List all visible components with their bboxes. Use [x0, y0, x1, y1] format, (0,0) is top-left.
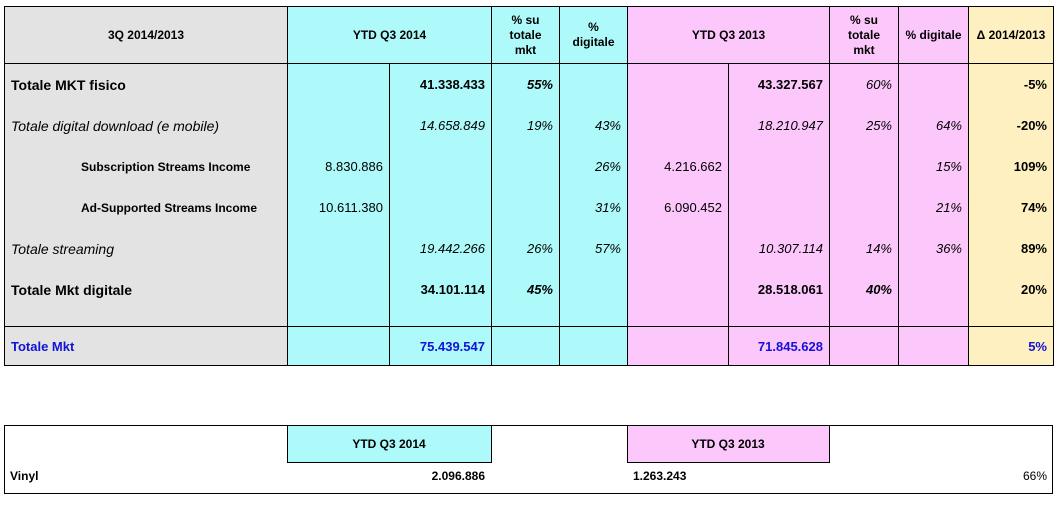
cell-sub-2013: [627, 228, 729, 269]
header-ytd-2013: YTD Q3 2013: [627, 6, 830, 64]
table-row: Totale streaming 19.442.266 26% 57% 10.3…: [4, 228, 1054, 269]
row-label: Totale MKT fisico: [4, 63, 288, 105]
cell-total-2014: 14.658.849: [389, 105, 492, 146]
cell-pct-digital-2013: 15%: [898, 146, 969, 187]
cell-total-2014: 19.442.266: [389, 228, 492, 269]
vinyl-header-ytd-2014: YTD Q3 2014: [286, 425, 492, 463]
vinyl-table: YTD Q3 2014 YTD Q3 2013 Vinyl 2.096.886 …: [4, 425, 1053, 485]
cell-sub-2013: 4.216.662: [627, 146, 729, 187]
cell-pct-total-2013: 14%: [829, 228, 899, 269]
cell-total-2014: [389, 146, 492, 187]
cell-sub-2013: [627, 105, 729, 146]
cell-delta: 74%: [968, 187, 1054, 228]
cell-pct-total-2014: [491, 146, 560, 187]
total-row: Totale Mkt 75.439.547 71.845.628 5%: [4, 326, 1054, 366]
vinyl-delta: 66%: [1022, 469, 1047, 483]
cell-pct-digital-2014: 57%: [559, 228, 628, 269]
cell-pct-total-2014: [491, 187, 560, 228]
table-row: Totale MKT fisico 41.338.433 55% 43.327.…: [4, 63, 1054, 105]
row-label: Totale digital download (e mobile): [4, 105, 288, 146]
total-2013: 71.845.628: [728, 326, 830, 366]
table-row: Ad-Supported Streams Income 10.611.380 3…: [4, 187, 1054, 228]
vinyl-value-2014: 2.096.886: [431, 469, 485, 483]
market-table: 3Q 2014/2013 YTD Q3 2014 % su totale mkt…: [4, 6, 1054, 366]
cell-pct-digital-2014: [559, 63, 628, 105]
cell-sub-2013: 6.090.452: [627, 187, 729, 228]
total-delta: 5%: [968, 326, 1054, 366]
header-ytd-2014: YTD Q3 2014: [287, 6, 492, 64]
cell-pct-digital-2014: 43%: [559, 105, 628, 146]
header-delta: Δ 2014/2013: [968, 6, 1054, 64]
cell-pct-digital-2013: 21%: [898, 187, 969, 228]
total-label: Totale Mkt: [4, 326, 288, 366]
cell-pct-total-2013: 25%: [829, 105, 899, 146]
cell-sub-2014: [287, 105, 390, 146]
cell-pct-digital-2013: [898, 63, 969, 105]
vinyl-header-ytd-2013: YTD Q3 2013: [626, 425, 830, 463]
cell-total-2013: 18.210.947: [728, 105, 830, 146]
cell-pct-digital-2013: 64%: [898, 105, 969, 146]
header-row: 3Q 2014/2013 YTD Q3 2014 % su totale mkt…: [4, 6, 1054, 64]
cell-delta: -20%: [968, 105, 1054, 146]
vinyl-value-2013: 1.263.243: [633, 469, 687, 483]
cell-pct-total-2014: 19%: [491, 105, 560, 146]
vinyl-label: Vinyl: [10, 469, 39, 483]
cell-pct-digital-2014: [559, 269, 628, 310]
row-label: Subscription Streams Income: [4, 146, 288, 187]
cell-delta: -5%: [968, 63, 1054, 105]
vinyl-row: Vinyl 2.096.886 1.263.243 66%: [4, 463, 1053, 486]
cell-sub-2014: [287, 63, 390, 105]
cell-pct-total-2013: 40%: [829, 269, 899, 310]
cell-sub-2014: 10.611.380: [287, 187, 390, 228]
cell-total-2013: 10.307.114: [728, 228, 830, 269]
header-pct-total-2014: % su totale mkt: [491, 6, 560, 64]
table-row: Totale digital download (e mobile) 14.65…: [4, 105, 1054, 146]
table-title: 3Q 2014/2013: [4, 6, 288, 64]
cell-total-2013: 43.327.567: [728, 63, 830, 105]
cell-pct-total-2013: 60%: [829, 63, 899, 105]
cell-pct-digital-2014: 26%: [559, 146, 628, 187]
header-pct-digital-2013: % digitale: [898, 6, 969, 64]
row-label: Totale streaming: [4, 228, 288, 269]
cell-sub-2014: [287, 228, 390, 269]
cell-delta: 109%: [968, 146, 1054, 187]
cell-pct-total-2013: [829, 146, 899, 187]
cell-pct-total-2014: 55%: [491, 63, 560, 105]
cell-pct-total-2013: [829, 187, 899, 228]
header-pct-total-2013: % su totale mkt: [829, 6, 899, 64]
cell-pct-total-2014: 45%: [491, 269, 560, 310]
cell-pct-digital-2014: 31%: [559, 187, 628, 228]
spacer-row: [4, 310, 1054, 327]
row-label: Ad-Supported Streams Income: [4, 187, 288, 228]
cell-pct-digital-2013: 36%: [898, 228, 969, 269]
table-row: Totale Mkt digitale 34.101.114 45% 28.51…: [4, 269, 1054, 310]
cell-total-2014: 34.101.114: [389, 269, 492, 310]
cell-total-2013: [728, 187, 830, 228]
cell-delta: 20%: [968, 269, 1054, 310]
cell-sub-2014: [287, 269, 390, 310]
cell-sub-2013: [627, 269, 729, 310]
row-label: Totale Mkt digitale: [4, 269, 288, 310]
cell-total-2014: 41.338.433: [389, 63, 492, 105]
vinyl-header-row: YTD Q3 2014 YTD Q3 2013: [4, 425, 1053, 463]
cell-sub-2014: 8.830.886: [287, 146, 390, 187]
cell-total-2013: [728, 146, 830, 187]
cell-total-2014: [389, 187, 492, 228]
cell-pct-total-2014: 26%: [491, 228, 560, 269]
cell-delta: 89%: [968, 228, 1054, 269]
table-row: Subscription Streams Income 8.830.886 26…: [4, 146, 1054, 187]
cell-pct-digital-2013: [898, 269, 969, 310]
header-pct-digital-2014: % digitale: [559, 6, 628, 64]
cell-total-2013: 28.518.061: [728, 269, 830, 310]
total-2014: 75.439.547: [389, 326, 492, 366]
cell-sub-2013: [627, 63, 729, 105]
